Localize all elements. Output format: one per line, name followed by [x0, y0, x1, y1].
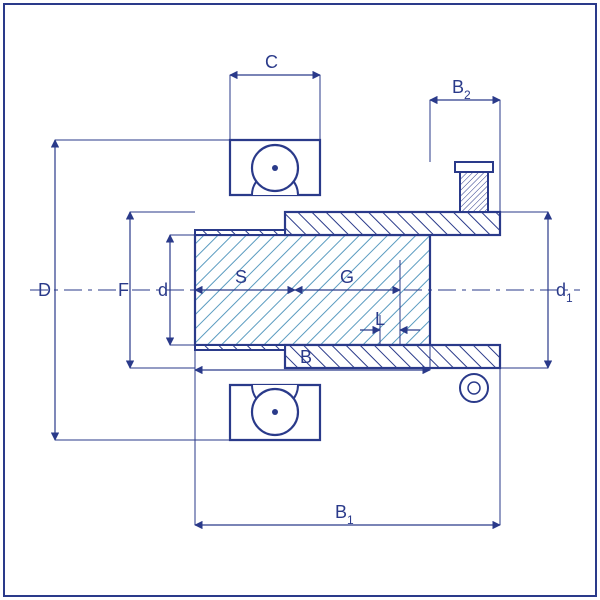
- dim-label-d1: d1: [556, 280, 573, 305]
- dim-label-L: L: [375, 309, 385, 329]
- set-screw-bottom: [460, 374, 488, 402]
- set-screw-top: [460, 172, 488, 212]
- dim-label-F: F: [118, 280, 129, 300]
- dim-label-S: S: [235, 267, 247, 287]
- dim-label-D: D: [38, 280, 51, 300]
- dim-label-B1: B1: [335, 502, 354, 527]
- dim-label-B2: B2: [452, 77, 471, 102]
- bearing-diagram: D Fd C B2 d1 S G L B B1: [0, 0, 600, 600]
- dim-label-C: C: [265, 52, 278, 72]
- dim-label-d: d: [158, 280, 168, 300]
- dim-label-B: B: [300, 347, 312, 367]
- dim-label-G: G: [340, 267, 354, 287]
